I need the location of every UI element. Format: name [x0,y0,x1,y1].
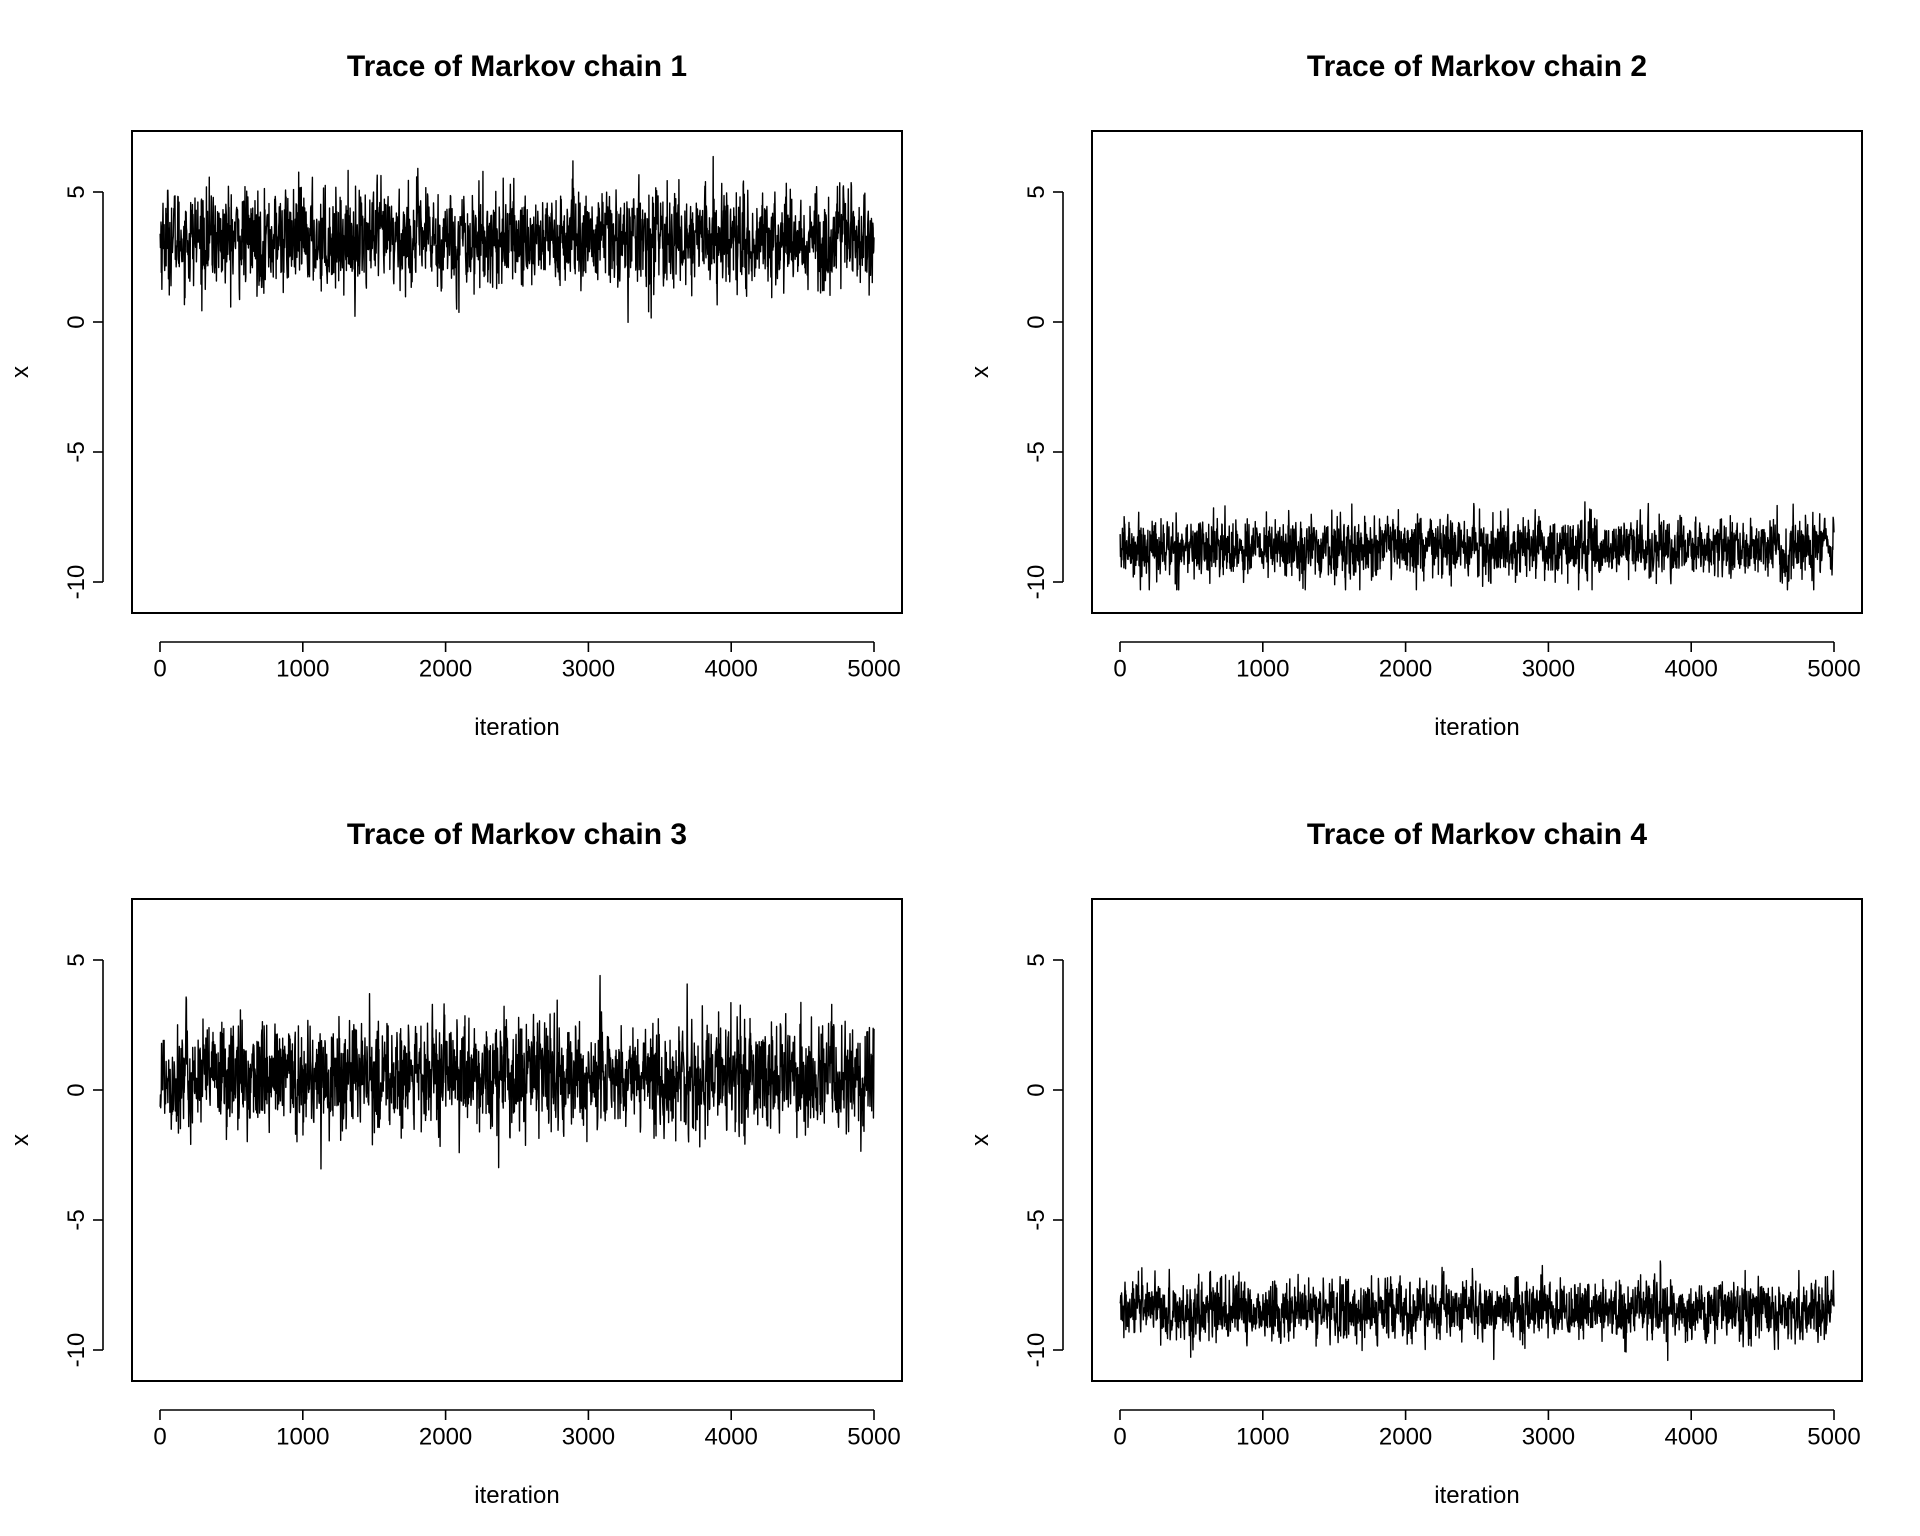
x-tick-label: 2000 [1379,655,1432,682]
plot-frame [131,130,903,614]
x-tick-label: 5000 [847,655,900,682]
trace-chart-3: Trace of Markov chain 3 0 1000 2000 3000 4000… [7,818,903,1509]
y-tick-label: -5 [1023,1209,1050,1230]
y-tick-label: -10 [1023,1333,1050,1368]
plot-frame [1091,130,1863,614]
x-axis-label: iteration [474,1482,559,1509]
y-tick-label: -10 [63,1333,90,1368]
x-tick-label: 2000 [419,1423,472,1450]
y-tick-label: -5 [63,1209,90,1230]
plot-frame [131,898,903,1382]
y-tick-label: -10 [1023,565,1050,600]
y-tick-label: -5 [63,441,90,462]
trace-series-line [1119,501,1835,591]
trace-panel-4: Trace of Markov chain 4 0 1000 2000 3000 4000… [960,768,1920,1536]
x-tick-label: 0 [153,1423,166,1450]
trace-chart-1: Trace of Markov chain 1 0 1000 2000 3000 4000… [7,50,903,741]
x-tick-label: 5000 [1807,1423,1860,1450]
x-tick-label: 1000 [276,655,329,682]
trace-series-line [1119,1260,1835,1362]
x-axis-label: iteration [1434,714,1519,741]
x-tick-label: 3000 [562,1423,615,1450]
trace-chart-4: Trace of Markov chain 4 0 1000 2000 3000 4000… [967,818,1863,1509]
y-axis-label: x [7,366,34,378]
x-tick-label: 5000 [847,1423,900,1450]
x-tick-label: 3000 [562,655,615,682]
x-tick-label: 4000 [1665,1423,1718,1450]
x-tick-label: 2000 [1379,1423,1432,1450]
chart-title: Trace of Markov chain 2 [1307,50,1647,83]
y-tick-label: -10 [63,565,90,600]
y-tick-label: 0 [63,315,90,328]
x-tick-label: 0 [1113,1423,1126,1450]
y-axis-label: x [967,1134,994,1146]
plot-frame [1091,898,1863,1382]
chart-title: Trace of Markov chain 4 [1307,818,1647,851]
y-tick-label: 0 [1023,1083,1050,1096]
x-tick-label: 1000 [1236,1423,1289,1450]
y-tick-label: 5 [1023,953,1050,966]
x-axis-label: iteration [474,714,559,741]
x-tick-label: 0 [153,655,166,682]
trace-chart-2: Trace of Markov chain 2 0 1000 2000 3000 4000… [967,50,1863,741]
x-axis-label: iteration [1434,1482,1519,1509]
x-tick-label: 4000 [705,1423,758,1450]
trace-panel-2: Trace of Markov chain 2 0 1000 2000 3000 4000… [960,0,1920,768]
y-tick-label: 5 [1023,185,1050,198]
chart-title: Trace of Markov chain 1 [347,50,687,83]
y-axis-label: x [967,366,994,378]
x-tick-label: 3000 [1522,655,1575,682]
y-tick-label: 0 [63,1083,90,1096]
chart-title: Trace of Markov chain 3 [347,818,687,851]
x-tick-label: 5000 [1807,655,1860,682]
x-tick-label: 2000 [419,655,472,682]
trace-panel-3: Trace of Markov chain 3 0 1000 2000 3000 4000… [0,768,960,1536]
x-tick-label: 1000 [276,1423,329,1450]
x-tick-label: 4000 [1665,655,1718,682]
x-tick-label: 3000 [1522,1423,1575,1450]
y-tick-label: 5 [63,185,90,198]
x-tick-label: 4000 [705,655,758,682]
trace-series-line [159,155,875,324]
x-tick-label: 1000 [1236,655,1289,682]
y-tick-label: -5 [1023,441,1050,462]
trace-series-line [159,974,875,1170]
x-tick-label: 0 [1113,655,1126,682]
y-axis-label: x [7,1134,34,1146]
trace-panel-1: Trace of Markov chain 1 0 1000 2000 3000 4000… [0,0,960,768]
y-tick-label: 0 [1023,315,1050,328]
y-tick-label: 5 [63,953,90,966]
